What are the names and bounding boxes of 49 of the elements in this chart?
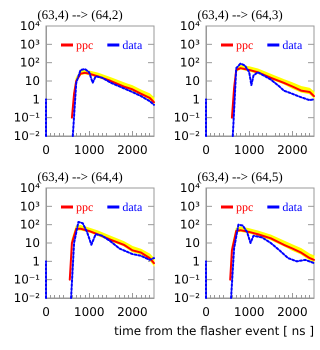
y-tick-label: 1 — [192, 92, 200, 106]
legend-label: data — [282, 38, 303, 52]
x-tick-label: 0 — [42, 143, 50, 157]
y-tick-label: 10⁻² — [174, 129, 200, 143]
y-tick-label: 10³ — [180, 199, 200, 214]
x-tick-label: 0 — [202, 305, 210, 319]
x-tick-label: 1000 — [74, 305, 104, 319]
y-tick-label: 10² — [180, 218, 200, 232]
legend-label: data — [122, 38, 143, 52]
x-axis-title: time from the flasher event [ ns ] — [113, 324, 315, 338]
y-tick-label: 10² — [20, 218, 40, 232]
y-tick-label: 1 — [32, 254, 40, 268]
x-tick-label: 1000 — [74, 143, 104, 157]
x-tick-label: 2000 — [117, 143, 148, 157]
y-tick-label: 10³ — [180, 37, 200, 52]
y-tick-label: 10 — [24, 74, 40, 88]
chart-title: (63,4) --> (64,5) — [197, 169, 283, 184]
y-tick-label: 10² — [180, 56, 200, 70]
y-tick-label: 10³ — [20, 37, 40, 52]
chart-title: (63,4) --> (64,4) — [37, 169, 123, 184]
y-tick-label: 10⁻¹ — [174, 110, 200, 125]
y-tick-label: 10⁻² — [14, 129, 40, 143]
legend-label: ppc — [236, 200, 254, 214]
x-tick-label: 1000 — [234, 305, 264, 319]
y-tick-label: 10³ — [20, 199, 40, 214]
y-tick-label: 10 — [184, 74, 200, 88]
legend-label: ppc — [236, 38, 254, 52]
legend-label: ppc — [76, 200, 94, 214]
y-tick-label: 10⁻¹ — [14, 272, 40, 287]
y-tick-label: 1 — [192, 254, 200, 268]
y-tick-label: 10⁻² — [174, 291, 200, 305]
legend-label: data — [282, 200, 303, 214]
x-tick-label: 2000 — [277, 305, 308, 319]
chart-title: (63,4) --> (64,2) — [37, 7, 123, 22]
y-tick-label: 1 — [32, 92, 40, 106]
x-tick-label: 0 — [202, 143, 210, 157]
chart-title: (63,4) --> (64,3) — [197, 7, 283, 22]
x-tick-label: 2000 — [117, 305, 148, 319]
x-tick-label: 0 — [42, 305, 50, 319]
y-tick-label: 10⁻² — [14, 291, 40, 305]
x-tick-label: 1000 — [234, 143, 264, 157]
legend-label: data — [122, 200, 143, 214]
y-tick-label: 10⁻¹ — [14, 110, 40, 125]
y-tick-label: 10⁻¹ — [174, 272, 200, 287]
x-tick-label: 2000 — [277, 143, 308, 157]
legend-label: ppc — [76, 38, 94, 52]
y-tick-label: 10² — [20, 56, 40, 70]
y-tick-label: 10 — [184, 236, 200, 250]
y-tick-label: 10 — [24, 236, 40, 250]
